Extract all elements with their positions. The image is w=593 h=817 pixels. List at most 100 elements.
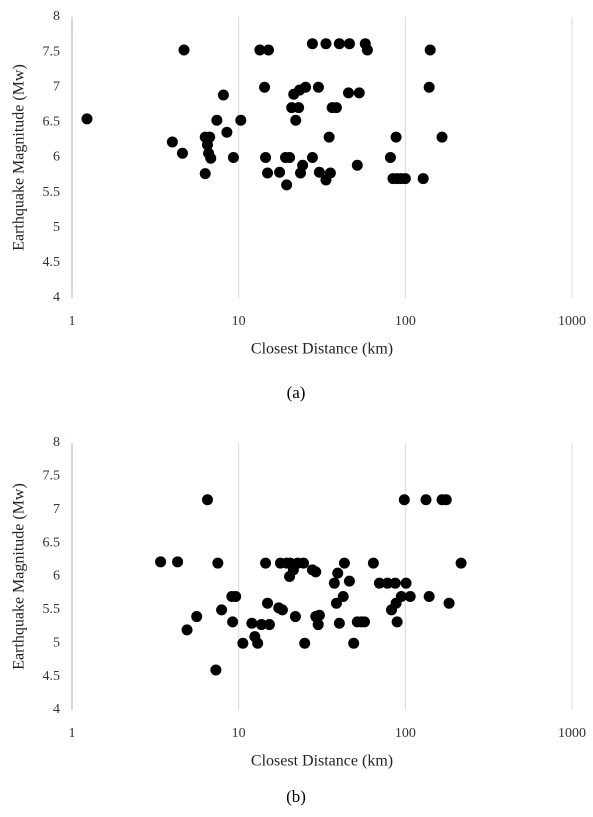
y-tick-label: 4 — [53, 290, 60, 305]
x-tick-label: 10 — [232, 726, 246, 741]
point — [178, 44, 190, 56]
point — [333, 617, 345, 629]
point — [281, 179, 293, 191]
y-tick-label: 4 — [53, 702, 60, 717]
point — [381, 577, 393, 589]
point — [455, 557, 467, 569]
y-tick-label: 5 — [53, 635, 60, 650]
point — [166, 136, 178, 148]
y-tick-label: 5.5 — [43, 185, 61, 200]
point — [155, 556, 167, 568]
x-axis-label: Closest Distance (km) — [251, 341, 393, 358]
point — [295, 167, 307, 179]
point — [323, 131, 335, 143]
point — [342, 87, 354, 99]
point — [274, 166, 286, 178]
point — [205, 152, 217, 164]
point — [348, 637, 360, 649]
point — [293, 102, 305, 114]
point — [290, 114, 302, 126]
point — [343, 575, 355, 587]
point — [230, 591, 242, 603]
y-tick-label: 8 — [53, 435, 60, 450]
y-tick-label: 7.5 — [43, 469, 61, 484]
point — [391, 616, 403, 628]
point — [289, 611, 301, 623]
point — [423, 81, 435, 93]
point — [333, 38, 345, 50]
point — [210, 664, 222, 676]
point — [298, 557, 310, 569]
point — [384, 152, 396, 163]
point — [306, 152, 318, 163]
point — [417, 173, 429, 185]
point — [353, 87, 365, 99]
y-tick-label: 4.5 — [43, 255, 61, 270]
point — [306, 38, 318, 50]
x-tick-label: 100 — [395, 726, 416, 741]
point — [389, 577, 401, 589]
point — [255, 619, 267, 631]
y-tick-label: 8 — [53, 9, 60, 24]
point — [216, 604, 228, 616]
point — [400, 577, 412, 589]
point — [313, 166, 325, 178]
point — [260, 557, 272, 569]
x-tick-label: 1 — [69, 726, 76, 741]
point — [312, 81, 324, 93]
point — [227, 616, 239, 628]
point — [398, 494, 410, 506]
point — [328, 577, 340, 589]
point — [330, 102, 342, 114]
point — [367, 557, 379, 569]
point — [254, 44, 266, 56]
point — [320, 38, 332, 50]
point — [263, 619, 275, 631]
caption: (b) — [286, 787, 306, 806]
point — [199, 168, 211, 180]
x-tick-label: 10 — [232, 314, 246, 329]
point — [373, 577, 385, 589]
y-tick-label: 6.5 — [43, 115, 61, 130]
y-tick-label: 5 — [53, 220, 60, 235]
point — [395, 591, 407, 603]
caption: (a) — [287, 383, 306, 402]
x-axis-label: Closest Distance (km) — [251, 753, 393, 770]
point — [262, 597, 274, 609]
point — [176, 147, 188, 159]
point — [436, 131, 448, 143]
x-tick-label: 1 — [69, 314, 76, 329]
point — [312, 619, 324, 631]
point — [191, 611, 203, 623]
point — [440, 494, 452, 506]
point — [284, 152, 296, 163]
point — [262, 44, 274, 56]
y-tick-label: 7 — [53, 502, 60, 517]
y-axis-label: Earthquake Magnitude (Mw) — [11, 483, 28, 670]
point — [338, 557, 350, 569]
point — [252, 637, 264, 649]
point — [172, 556, 184, 568]
point — [259, 81, 271, 93]
point — [181, 624, 193, 636]
point — [235, 114, 247, 126]
point — [81, 113, 93, 125]
point — [390, 131, 402, 143]
point — [201, 494, 213, 506]
point — [361, 44, 373, 56]
point — [310, 566, 322, 578]
point — [330, 597, 342, 609]
point — [212, 557, 224, 569]
point — [217, 89, 229, 101]
y-tick-label: 7 — [53, 79, 60, 94]
y-tick-label: 6 — [53, 569, 60, 584]
point — [221, 126, 233, 138]
point — [423, 591, 435, 603]
point — [399, 173, 411, 185]
point — [337, 591, 349, 603]
point — [260, 152, 272, 163]
point — [262, 167, 274, 179]
y-tick-label: 4.5 — [43, 669, 61, 684]
x-tick-label: 1000 — [558, 726, 586, 741]
